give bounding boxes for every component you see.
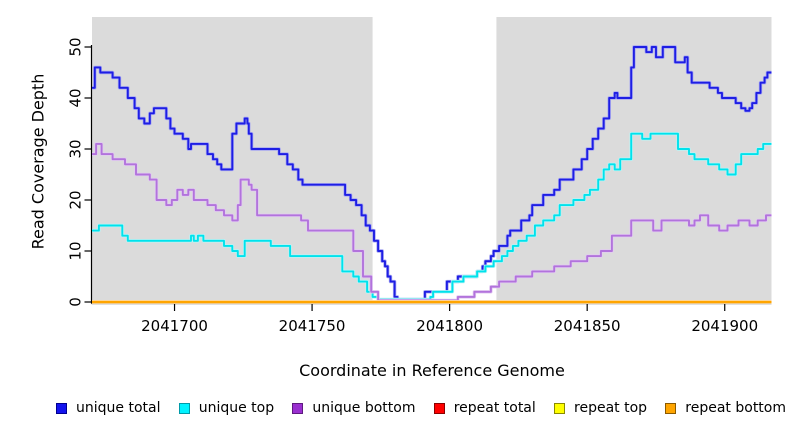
y-tick-label: 50	[67, 37, 85, 56]
legend-swatch-icon	[56, 402, 67, 414]
legend-swatch-icon	[178, 402, 190, 414]
coverage-gap-band	[372, 17, 497, 303]
legend-label: unique total	[76, 400, 161, 416]
legend-label: repeat bottom	[685, 400, 786, 416]
y-tick-label: 20	[67, 190, 85, 209]
x-axis-title: Coordinate in Reference Genome	[299, 361, 565, 380]
chart-legend: unique total unique top unique bottom repea…	[56, 400, 786, 416]
legend-item-unique-top: unique top	[178, 400, 275, 416]
x-tick-label: 2041750	[279, 317, 346, 335]
legend-item-unique-bottom: unique bottom	[292, 400, 415, 416]
legend-item-repeat-total: repeat total	[433, 400, 536, 416]
x-tick-label: 2041850	[554, 317, 621, 335]
x-tick-label: 2041800	[416, 317, 483, 335]
legend-label: unique top	[198, 400, 275, 416]
y-tick-label: 10	[67, 241, 85, 260]
y-tick-label: 40	[67, 88, 85, 107]
x-tick-label: 2041900	[691, 317, 758, 335]
legend-swatch-icon	[292, 402, 304, 414]
y-tick-label: 30	[67, 139, 85, 158]
x-tick-label: 2041700	[141, 317, 208, 335]
y-tick-label: 0	[67, 297, 85, 307]
series-unique-bottom-line	[92, 142, 772, 302]
legend-item-repeat-bottom: repeat bottom	[665, 400, 786, 416]
legend-label: unique bottom	[312, 400, 416, 416]
legend-item-unique-total: unique total	[56, 400, 160, 416]
series-unique-top-line	[92, 132, 772, 301]
legend-item-repeat-top: repeat top	[554, 400, 647, 416]
series-unique-total-line	[92, 46, 772, 301]
legend-swatch-icon	[433, 402, 445, 414]
legend-swatch-icon	[554, 402, 566, 414]
legend-swatch-icon	[665, 402, 677, 414]
legend-label: repeat top	[574, 400, 648, 416]
y-axis-title: Read Coverage Depth	[28, 73, 48, 250]
legend-label: repeat total	[453, 400, 536, 416]
